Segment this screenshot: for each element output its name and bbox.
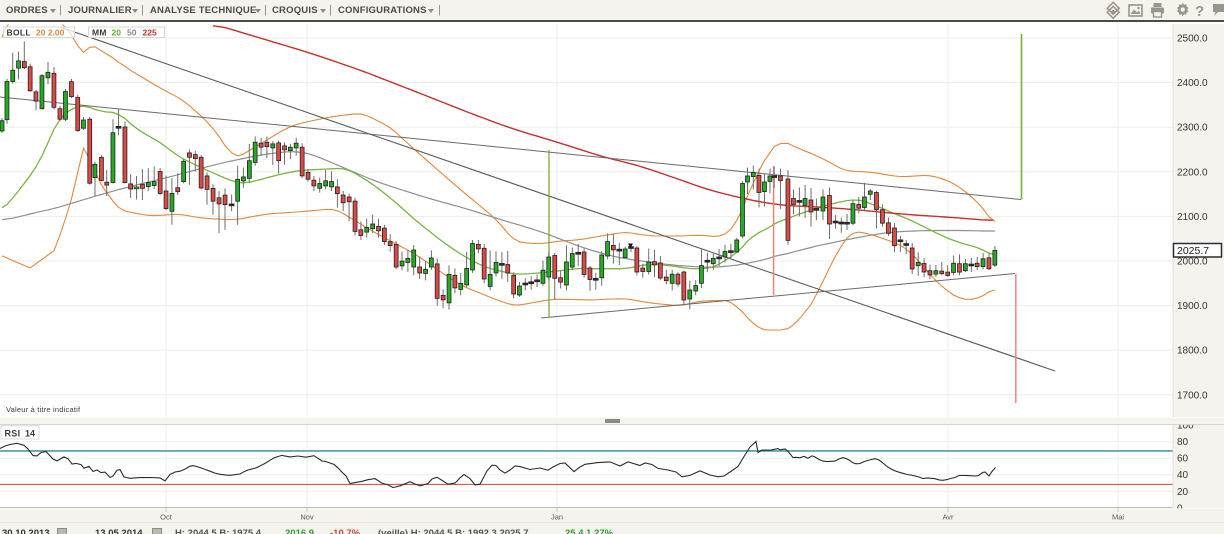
svg-text:Jan: Jan	[551, 513, 563, 522]
svg-text:Avr: Avr	[942, 513, 954, 522]
svg-text:Valeur à titre indicatif: Valeur à titre indicatif	[6, 405, 81, 414]
svg-text:1700.0: 1700.0	[1177, 390, 1208, 401]
svg-text:50: 50	[127, 28, 137, 38]
svg-text:2000.0: 2000.0	[1177, 257, 1208, 268]
svg-text:MM: MM	[92, 28, 107, 38]
svg-text:40: 40	[1177, 470, 1189, 481]
svg-text:Mai: Mai	[1112, 513, 1124, 522]
svg-text:1900.0: 1900.0	[1177, 301, 1208, 312]
svg-text:2200.0: 2200.0	[1177, 167, 1208, 178]
svg-text:60: 60	[1177, 454, 1189, 465]
svg-text:2500.0: 2500.0	[1177, 34, 1208, 45]
svg-text:2100.0: 2100.0	[1177, 212, 1208, 223]
svg-text:14: 14	[25, 429, 35, 439]
svg-text:RSI: RSI	[5, 429, 21, 439]
svg-text:Oct: Oct	[160, 513, 173, 522]
svg-text:225: 225	[143, 28, 157, 38]
svg-text:2400.0: 2400.0	[1177, 78, 1208, 89]
svg-text:20: 20	[1177, 487, 1189, 498]
svg-text:20 2.00: 20 2.00	[36, 28, 65, 38]
svg-text:?: ?	[1195, 3, 1204, 20]
svg-text:80: 80	[1177, 437, 1189, 448]
svg-text:2300.0: 2300.0	[1177, 123, 1208, 134]
svg-text:Nov: Nov	[300, 513, 314, 522]
svg-text:BOLL: BOLL	[7, 28, 31, 38]
svg-text:20: 20	[112, 28, 122, 38]
svg-text:2025.7: 2025.7	[1177, 245, 1209, 257]
svg-text:1800.0: 1800.0	[1177, 346, 1208, 357]
svg-text:100: 100	[1177, 421, 1194, 432]
